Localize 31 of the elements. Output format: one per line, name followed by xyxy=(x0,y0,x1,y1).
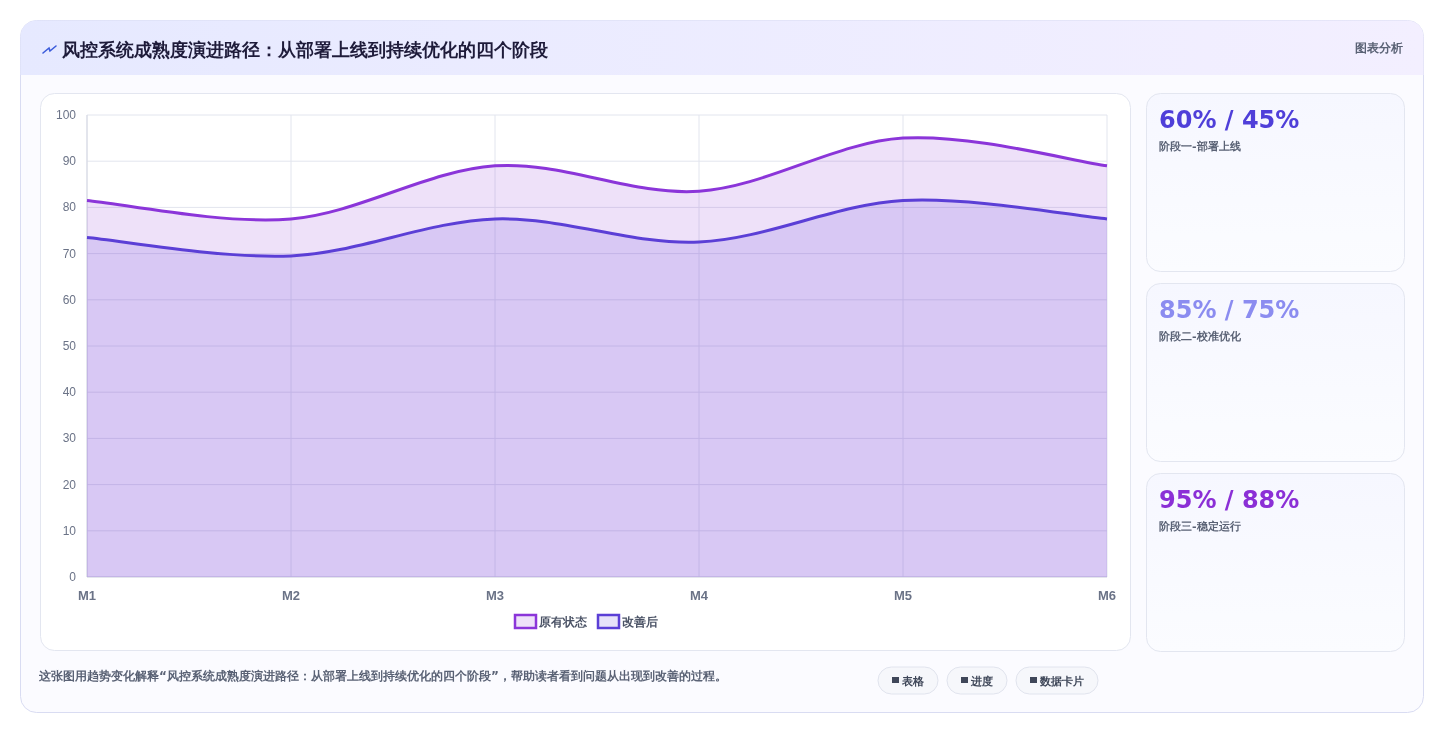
y-tick-label: 50 xyxy=(62,339,77,353)
text: 数据卡片 xyxy=(1039,675,1084,688)
y-tick-label: 70 xyxy=(62,246,77,261)
x-tick-label: M5 xyxy=(893,588,913,603)
y-tick-label: 20 xyxy=(62,477,77,492)
text: 60% / 45% xyxy=(1159,106,1300,134)
text: 进度 xyxy=(970,675,993,688)
text: 95% / 88% xyxy=(1159,486,1300,514)
y-tick-label: 0 xyxy=(69,570,77,584)
text: 这张图用趋势变化解释“风控系统成熟度演进路径：从部署上线到持续优化的四个阶段”，帮助读者看到问题从出现到改善的过程。 xyxy=(38,669,727,683)
x-tick-label: M2 xyxy=(281,588,301,603)
text: 表格 xyxy=(901,675,925,688)
text: 阶段三-稳定运行 xyxy=(1159,520,1241,533)
y-tick-label: 80 xyxy=(62,200,77,215)
chart-title: 风控系统成熟度演进路径：从部署上线到持续优化的四个阶段 xyxy=(61,39,549,60)
legend-label: 原有状态 xyxy=(538,615,588,629)
x-tick-label: M4 xyxy=(689,588,709,603)
x-tick-label: M3 xyxy=(485,588,505,603)
text: 阶段二-校准优化 xyxy=(1159,330,1242,343)
y-tick-label: 60 xyxy=(62,292,77,307)
legend-label: 改善后 xyxy=(622,615,658,629)
y-tick-label: 90 xyxy=(62,154,77,169)
y-tick-label: 30 xyxy=(62,431,77,446)
text: 85% / 75% xyxy=(1159,296,1300,324)
y-tick-label: 10 xyxy=(62,523,77,538)
y-tick-label: 40 xyxy=(62,385,77,400)
text: 阶段一-部署上线 xyxy=(1159,140,1241,153)
x-tick-label: M6 xyxy=(1097,588,1117,603)
x-tick-label: M1 xyxy=(77,588,97,603)
text: 图表分析 xyxy=(1355,41,1403,55)
y-tick-label: 100 xyxy=(55,108,77,122)
